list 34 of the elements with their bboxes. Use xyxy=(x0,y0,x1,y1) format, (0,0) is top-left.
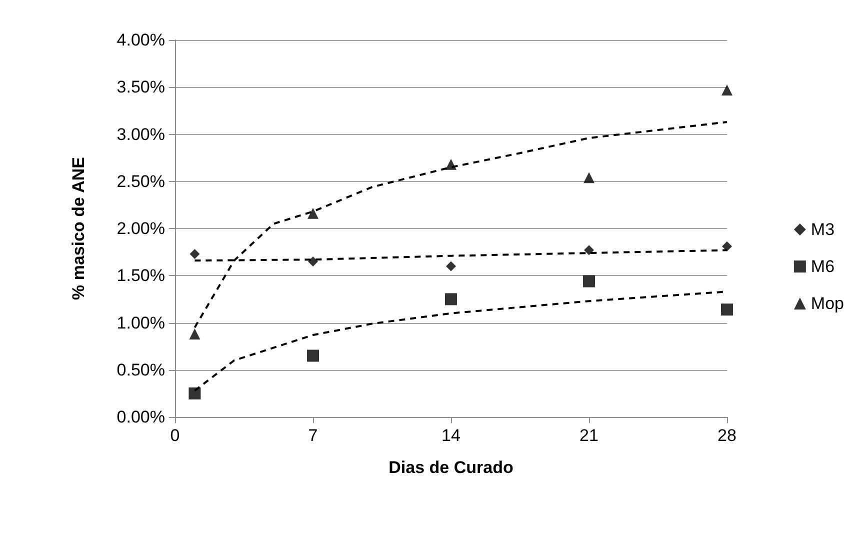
point xyxy=(307,350,319,362)
legend-label: Mop xyxy=(810,294,844,313)
legend-label: M3 xyxy=(810,220,835,239)
point xyxy=(188,387,201,400)
point xyxy=(721,304,733,316)
legend-label: M6 xyxy=(810,257,835,276)
y-tick-label: 1.50% xyxy=(116,266,165,286)
x-tick-label: 0 xyxy=(170,426,180,445)
y-tick-label: 0.50% xyxy=(116,360,165,380)
point xyxy=(446,261,456,272)
y-tick-label: 0.00% xyxy=(116,408,165,426)
point xyxy=(189,328,200,340)
y-tick-label: 4.00% xyxy=(116,30,165,50)
point xyxy=(584,245,594,256)
y-tick-label: 2.50% xyxy=(116,172,165,191)
y-tick-label: 3.50% xyxy=(116,78,165,97)
x-tick-label: 14 xyxy=(442,426,460,445)
point xyxy=(584,172,594,184)
x-axis-title: Dias de Curado xyxy=(388,458,514,477)
point xyxy=(445,293,457,306)
point xyxy=(722,241,732,252)
y-tick-label: 1.00% xyxy=(116,313,165,332)
y-tick-label: 2.00% xyxy=(116,219,165,238)
x-tick-label: 7 xyxy=(308,426,318,445)
point xyxy=(308,208,318,219)
point xyxy=(308,256,318,266)
y-axis-title: % masico de ANE xyxy=(69,157,88,300)
point xyxy=(446,158,456,170)
point xyxy=(190,248,200,259)
x-tick-label: 28 xyxy=(718,426,736,445)
y-tick-label: 3.00% xyxy=(116,124,165,144)
x-tick-label: 21 xyxy=(580,426,598,445)
point xyxy=(583,275,595,288)
point xyxy=(722,84,732,96)
